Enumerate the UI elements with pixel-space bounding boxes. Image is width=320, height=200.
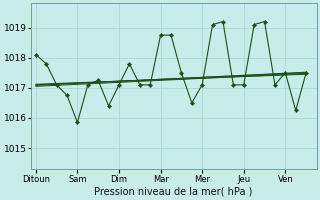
X-axis label: Pression niveau de la mer( hPa ): Pression niveau de la mer( hPa ) [94, 187, 253, 197]
